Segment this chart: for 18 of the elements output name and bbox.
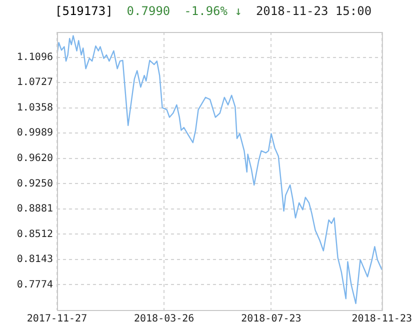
x-tick-label: 2018-07-23: [241, 314, 302, 325]
y-tick-label: 0.8881: [16, 204, 53, 215]
y-tick-label: 0.8512: [16, 228, 53, 240]
y-tick-label: 0.8143: [16, 254, 53, 266]
chart-title: [519173]: [55, 4, 113, 18]
text: 2018-11-23 15:00: [256, 4, 372, 18]
y-tick-label: 0.7774: [16, 279, 53, 290]
y-tick-label: 0.9989: [16, 128, 53, 139]
y-tick-label: 0.9250: [16, 178, 53, 190]
y-tick-label: 1.1096: [16, 52, 53, 63]
y-tick-label: 0.9620: [16, 152, 53, 164]
text: 0.7990: [126, 4, 170, 18]
text: -1.96% ↓: [184, 4, 242, 18]
y-tick-label: 1.0727: [16, 77, 53, 88]
x-tick-label: 2018-11-23: [352, 314, 412, 325]
y-tick-label: 1.0358: [16, 102, 53, 114]
x-tick-label: 2017-11-27: [26, 314, 88, 325]
x-tick-label: 2018-03-26: [134, 314, 194, 325]
